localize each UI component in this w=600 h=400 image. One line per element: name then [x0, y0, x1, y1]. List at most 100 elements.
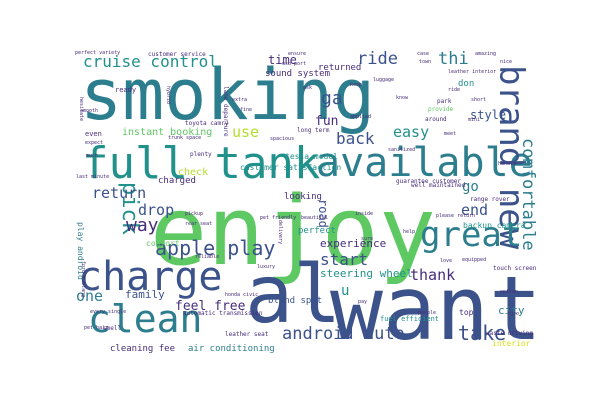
word-town: town: [419, 59, 432, 65]
word-pickup: pickup: [185, 211, 204, 217]
word-people: people: [418, 310, 437, 316]
word-honda-civic: honda civic: [225, 292, 259, 298]
word-equipped: equipped: [462, 257, 487, 263]
word-help: help: [403, 229, 416, 235]
word-love: love: [440, 258, 453, 264]
word-al: al: [245, 248, 342, 341]
word-pet-friendly: pet friendly: [260, 215, 297, 221]
word-ask: ask: [303, 85, 313, 91]
word-extra: extra: [232, 97, 248, 103]
word-charge: charge: [78, 254, 223, 300]
word-brand-new: brand new: [491, 65, 531, 250]
word-clean: clean: [88, 297, 203, 341]
word-drop: drop: [138, 201, 175, 219]
word-smoking: smoking: [80, 54, 376, 136]
word-beautiful: beautiful: [301, 215, 329, 221]
word-reliable: reliable: [195, 254, 220, 260]
word-city: city: [498, 304, 525, 317]
word-cleaning-fee: cleaning fee: [110, 344, 176, 354]
word-ride: ride: [448, 87, 461, 93]
word-amazing: amazing: [475, 51, 497, 57]
word-case: case: [417, 51, 430, 57]
word-air-conditioning: air conditioning: [188, 344, 275, 354]
word-apple-play: apple play: [155, 236, 276, 260]
word-charged: charged: [158, 176, 196, 186]
word-looking: looking: [284, 192, 322, 202]
word-pay: pay: [358, 299, 368, 305]
word-instant-booking: instant booking: [122, 127, 213, 138]
word-style: style: [470, 108, 507, 122]
word-every-single: every single: [90, 309, 127, 315]
word-hesitate: hesitate: [78, 97, 84, 122]
word-sure: sure: [361, 236, 374, 242]
word-cruise-control: cruise control: [83, 52, 218, 71]
word-rear-seat: rear seat: [185, 221, 213, 227]
word-around: around: [425, 116, 447, 123]
word-short: short: [471, 97, 487, 103]
word-park: park: [437, 98, 452, 105]
word-keep: keep: [350, 82, 363, 88]
word-thi: thi: [438, 49, 469, 69]
word-smooth: smooth: [80, 108, 99, 114]
word-returned: returned: [318, 63, 362, 73]
word-lane-departure: lane departure: [222, 86, 229, 137]
word-interior: interior: [492, 339, 531, 348]
word-guarantee-customer: guarantee customer: [396, 178, 462, 185]
word-comfortable: comfortable: [518, 138, 538, 251]
word-meet: meet: [444, 131, 457, 137]
word-mini: mini: [468, 117, 481, 123]
word-great: great: [420, 215, 523, 255]
word-backup-camera: backup camera: [463, 221, 526, 230]
word-turo: turo: [507, 311, 520, 317]
word-range-rover: range rover: [470, 196, 510, 203]
word-well-maintained: well maintained: [411, 182, 466, 189]
word-trunk-space: trunk space: [168, 135, 202, 141]
word-know: know: [396, 95, 409, 101]
word-delivery: delivery: [277, 220, 283, 245]
word-enjoy: enjoy: [150, 177, 436, 287]
word-ready: ready: [115, 86, 137, 94]
word-don: don: [458, 79, 475, 89]
word-handle: handle: [498, 161, 517, 167]
word-please-return: please return: [436, 213, 476, 219]
word-applied: applied: [350, 114, 372, 120]
word-way: way: [126, 215, 159, 236]
word-leather-seat: leather seat: [225, 331, 269, 338]
word-road: road: [316, 199, 330, 228]
word-waste-driving: waste driving: [486, 330, 533, 337]
word-perfect-variety: perfect variety: [75, 50, 121, 56]
word-automatic-transmission: automatic transmission: [183, 310, 263, 317]
word-use: use: [232, 123, 260, 141]
word-full-tank: full tank: [82, 138, 321, 189]
word-end: end: [461, 201, 489, 219]
word-ga: ga: [321, 88, 343, 109]
word-back: back: [336, 129, 375, 148]
word-luxury: luxury: [257, 264, 276, 270]
word-tesla-model: tesla model: [285, 152, 338, 161]
word-thank: thank: [410, 266, 456, 284]
word-family: family: [125, 288, 165, 301]
word-much: much: [86, 153, 99, 159]
word-nice: nice: [500, 59, 513, 65]
word-touch-screen: touch screen: [493, 265, 537, 272]
word-usb-port: usb port: [282, 61, 307, 67]
word-time: time: [268, 53, 297, 67]
word-plenty: plenty: [190, 151, 212, 158]
word-want: want: [330, 257, 542, 360]
word-smell: smell: [103, 325, 122, 332]
word-steering-wheel: steering wheel: [320, 267, 413, 280]
word-fuel-efficient: fuel efficient: [380, 315, 440, 323]
word-ford-mustang: ford mustang: [80, 261, 86, 298]
word-one: one: [76, 287, 104, 305]
word-fun: fun: [315, 114, 339, 129]
word-spacious: spacious: [270, 136, 295, 142]
word-top: top: [459, 308, 474, 317]
word-easy: easy: [393, 123, 430, 141]
word-go: go: [462, 179, 479, 195]
word-option: option: [500, 289, 519, 295]
word-start: start: [320, 250, 369, 269]
word-play-android: play android: [76, 222, 85, 280]
word-customer-service: customer service: [148, 51, 206, 58]
word-pet-hair: pet hair: [84, 325, 109, 331]
